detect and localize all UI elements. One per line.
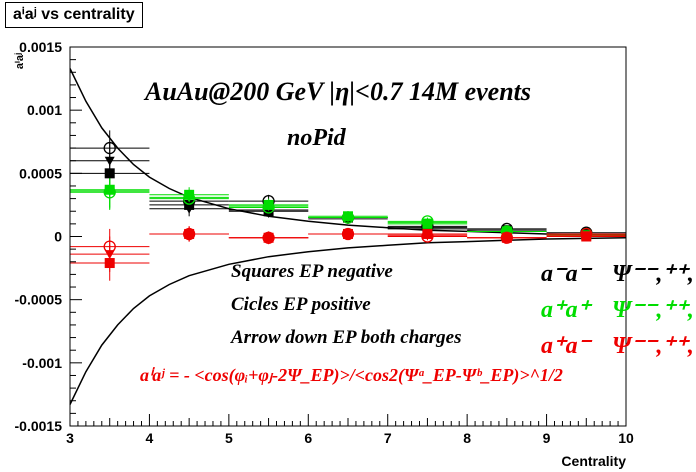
legend-pair-plus-plus: a⁺a⁺	[541, 297, 591, 323]
x-tick-label: 3	[66, 430, 74, 446]
x-tick-label: 4	[146, 430, 154, 446]
x-tick-label: 9	[543, 430, 551, 446]
data-point-s7	[500, 231, 514, 244]
data-point-s8	[184, 229, 195, 239]
data-point-s7	[262, 231, 275, 244]
data-point-s8	[422, 231, 433, 241]
y-axis-label: aⁱaʲ	[13, 53, 26, 69]
x-tick-label: 6	[304, 430, 312, 446]
formula: aⁱaʲ = - <cos(φᵢ+φⱼ-2Ψ_EP)>/<cos2(Ψᵃ_EP-…	[140, 365, 563, 385]
data-point-s5	[422, 218, 433, 228]
y-tick-label: -0.0005	[15, 292, 63, 308]
y-tick-label: -0.0015	[15, 418, 63, 434]
data-point-s5	[104, 187, 115, 197]
data-point-s0	[104, 168, 115, 179]
data-point-s8	[501, 233, 512, 243]
data-point-s2	[184, 204, 195, 214]
chart-title: aⁱaʲ vs centrality	[5, 2, 143, 28]
data-point-s4	[262, 201, 275, 214]
annotation-note2: Cicles EP positive	[231, 294, 371, 315]
data-point-s2	[104, 156, 115, 166]
data-point-s7	[421, 230, 434, 243]
annotation-note3: Arrow down EP both charges	[231, 327, 462, 348]
x-tick-label: 5	[225, 430, 233, 446]
legend-psi-minus-minus: Ψ⁻⁻,⁺⁺,⁺⁻	[612, 261, 696, 287]
annotation-note1: Squares EP negative	[231, 261, 393, 282]
annotation-header: AuAu@200 GeV |η|<0.7 14M events	[145, 77, 532, 106]
axes: 3 4 5 6 7 8 9 10 -0.0015 -0.001 -0.0005 0 0.0005 0.00…	[15, 39, 634, 446]
data-point-s5	[263, 202, 274, 212]
legend-pair-minus-minus: a⁻a⁻	[541, 261, 591, 287]
data-point-s5	[184, 193, 195, 203]
data-point-s8	[581, 231, 592, 241]
legend-psi-plus-plus: Ψ⁻⁻,⁺⁺,⁺⁻	[612, 297, 696, 323]
data-point-s5	[343, 213, 353, 223]
data-point-s7	[341, 227, 355, 241]
data-point-s4	[341, 211, 355, 224]
data-point-s7	[182, 227, 196, 241]
x-axis-label: Centrality	[561, 453, 626, 469]
x-tick-label: 7	[384, 430, 392, 446]
x-tick-label: 10	[618, 430, 634, 446]
annotation-subheader: noPid	[287, 125, 346, 151]
data-point-s6	[104, 258, 115, 269]
data-point-s4	[182, 192, 196, 205]
data-point-s8	[343, 229, 353, 239]
data-markers	[103, 141, 593, 269]
y-tick-label: 0.0005	[19, 165, 62, 181]
legend-psi-plus-minus: Ψ⁻⁻,⁺⁺,⁺⁻	[612, 333, 696, 359]
data-point-s8	[263, 233, 274, 243]
x-tick-label: 8	[463, 430, 471, 446]
y-tick-label: 0	[54, 229, 62, 245]
data-point-s8	[104, 250, 115, 260]
legend-pair-plus-minus: a⁺a⁻	[541, 333, 591, 359]
y-tick-label: -0.001	[22, 355, 62, 371]
data-point-s4	[103, 186, 116, 199]
y-tick-label: 0.0015	[19, 39, 62, 55]
y-tick-label: 0.001	[27, 102, 62, 118]
data-point-s1	[103, 141, 116, 155]
